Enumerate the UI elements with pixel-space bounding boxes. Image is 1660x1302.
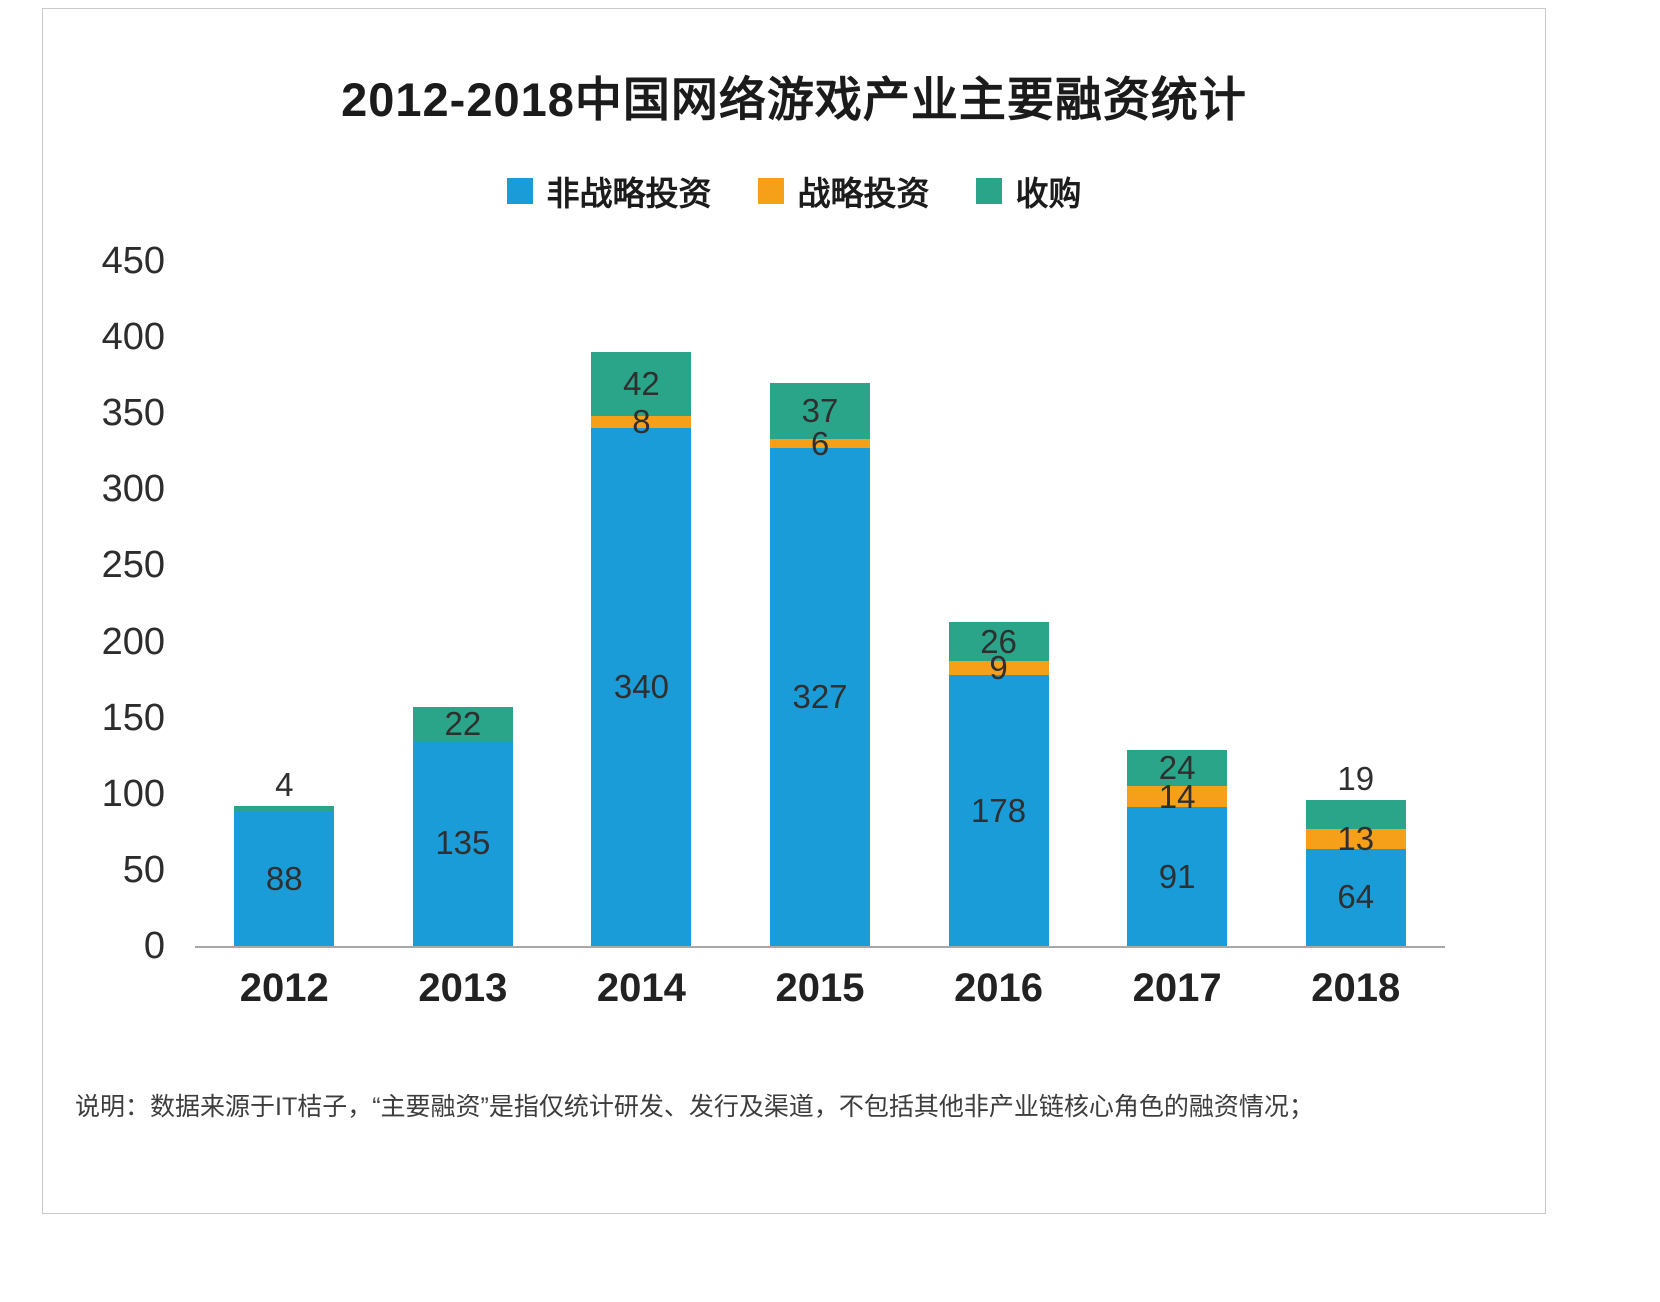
value-label: 340 — [613, 668, 669, 706]
value-label: 178 — [971, 791, 1027, 829]
legend-swatch-icon — [975, 178, 1002, 204]
bar-segment-non_strategic — [591, 428, 692, 946]
value-label: 13 — [1337, 819, 1375, 857]
y-axis-tick-label: 350 — [101, 392, 165, 435]
legend-label: 非战略投资 — [546, 175, 712, 212]
value-label: 91 — [1158, 857, 1196, 895]
bar-segment-strategic — [948, 661, 1049, 676]
value-label: 26 — [980, 622, 1017, 660]
value-label: 327 — [792, 678, 848, 716]
bar-group-2016: 178 9 26 — [948, 263, 1049, 946]
y-axis-tick-label: 150 — [101, 696, 165, 739]
x-axis-tick-label: 2015 — [775, 966, 865, 1010]
value-label: 88 — [265, 860, 303, 898]
bar-segment-strategic — [591, 416, 692, 429]
chart-panel: 2012-2018中国网络游戏产业主要融资统计 非战略投资 战略投资 收购 0 50 1… — [42, 8, 1546, 1214]
bar-segment-acquisition — [591, 352, 692, 417]
y-axis-tick-label: 100 — [101, 772, 165, 815]
value-label: 19 — [1337, 759, 1375, 797]
bar-segment-strategic — [1305, 828, 1406, 849]
chart-title: 2012-2018中国网络游戏产业主要融资统计 — [341, 73, 1247, 126]
value-label: 6 — [810, 424, 830, 462]
legend-item-non_strategic: 非战略投资 — [506, 167, 712, 215]
bar-group-2015: 327 6 37 — [770, 263, 870, 946]
legend-item-acquisition: 收购 — [975, 167, 1082, 215]
bar-segment-acquisition — [770, 382, 870, 440]
bar-segment-non_strategic — [234, 812, 335, 946]
bar-segment-acquisition — [412, 707, 513, 741]
value-label: 8 — [632, 403, 651, 441]
x-axis-tick-label: 2014 — [596, 966, 686, 1010]
bar-segment-acquisition — [948, 621, 1049, 662]
value-label: 135 — [435, 824, 491, 862]
y-axis-tick-label: 50 — [122, 848, 165, 891]
bar-segment-non_strategic — [948, 675, 1049, 946]
y-axis-tick-label: 200 — [101, 620, 165, 663]
x-axis-tick-label: 2018 — [1311, 966, 1401, 1010]
value-label: 64 — [1337, 878, 1375, 916]
legend-label: 收购 — [1015, 175, 1082, 212]
bar-segment-acquisition — [234, 805, 335, 813]
value-label: 14 — [1158, 777, 1196, 815]
x-axis-tick-label: 2012 — [239, 966, 329, 1010]
bar-segment-acquisition — [1127, 749, 1228, 787]
bar-segment-non_strategic — [1127, 807, 1228, 946]
bar-group-2018: 64 13 19 — [1305, 263, 1406, 946]
value-label: 4 — [275, 765, 294, 803]
value-label: 22 — [444, 704, 482, 742]
bar-segment-strategic — [770, 439, 870, 449]
x-axis-tick-label: 2016 — [954, 966, 1044, 1010]
legend-item-strategic: 战略投资 — [757, 167, 930, 215]
value-label: 37 — [801, 391, 839, 429]
y-axis-tick-label: 450 — [101, 240, 165, 282]
value-label: 24 — [1158, 748, 1196, 786]
bar-segment-non_strategic — [412, 740, 513, 946]
value-label: 42 — [623, 365, 660, 403]
y-axis-tick-label: 0 — [143, 925, 165, 967]
y-axis-tick-label: 400 — [101, 316, 165, 359]
bar-segment-strategic — [1127, 786, 1228, 808]
bar-group-2014: 340 8 42 — [591, 263, 692, 946]
bar-group-2013: 135 22 — [412, 263, 513, 946]
x-axis-tick-label: 2017 — [1132, 966, 1222, 1010]
value-label: 9 — [989, 649, 1008, 687]
bar-segment-non_strategic — [770, 448, 870, 946]
y-axis-tick-label: 250 — [101, 544, 165, 587]
plot-area: 0 50 100 150 200 250 300 350 400 450 88 4 2012 135 22 2… — [102, 242, 1445, 1010]
legend-swatch-icon — [506, 178, 533, 204]
y-axis-tick-label: 300 — [101, 468, 165, 511]
legend-label: 战略投资 — [797, 175, 930, 212]
bar-group-2012: 88 4 — [234, 263, 335, 946]
legend-swatch-icon — [757, 178, 784, 204]
bar-segment-non_strategic — [1305, 848, 1406, 946]
chart-footnote: 说明：数据来源于IT桔子，“主要融资”是指仅统计研发、发行及渠道，不包括其他非产… — [75, 1093, 1314, 1121]
chart-legend: 非战略投资 战略投资 收购 — [43, 167, 1545, 215]
bar-group-2017: 91 14 24 — [1127, 263, 1228, 946]
x-axis-tick-label: 2013 — [418, 966, 508, 1010]
bar-segment-acquisition — [1305, 799, 1406, 829]
